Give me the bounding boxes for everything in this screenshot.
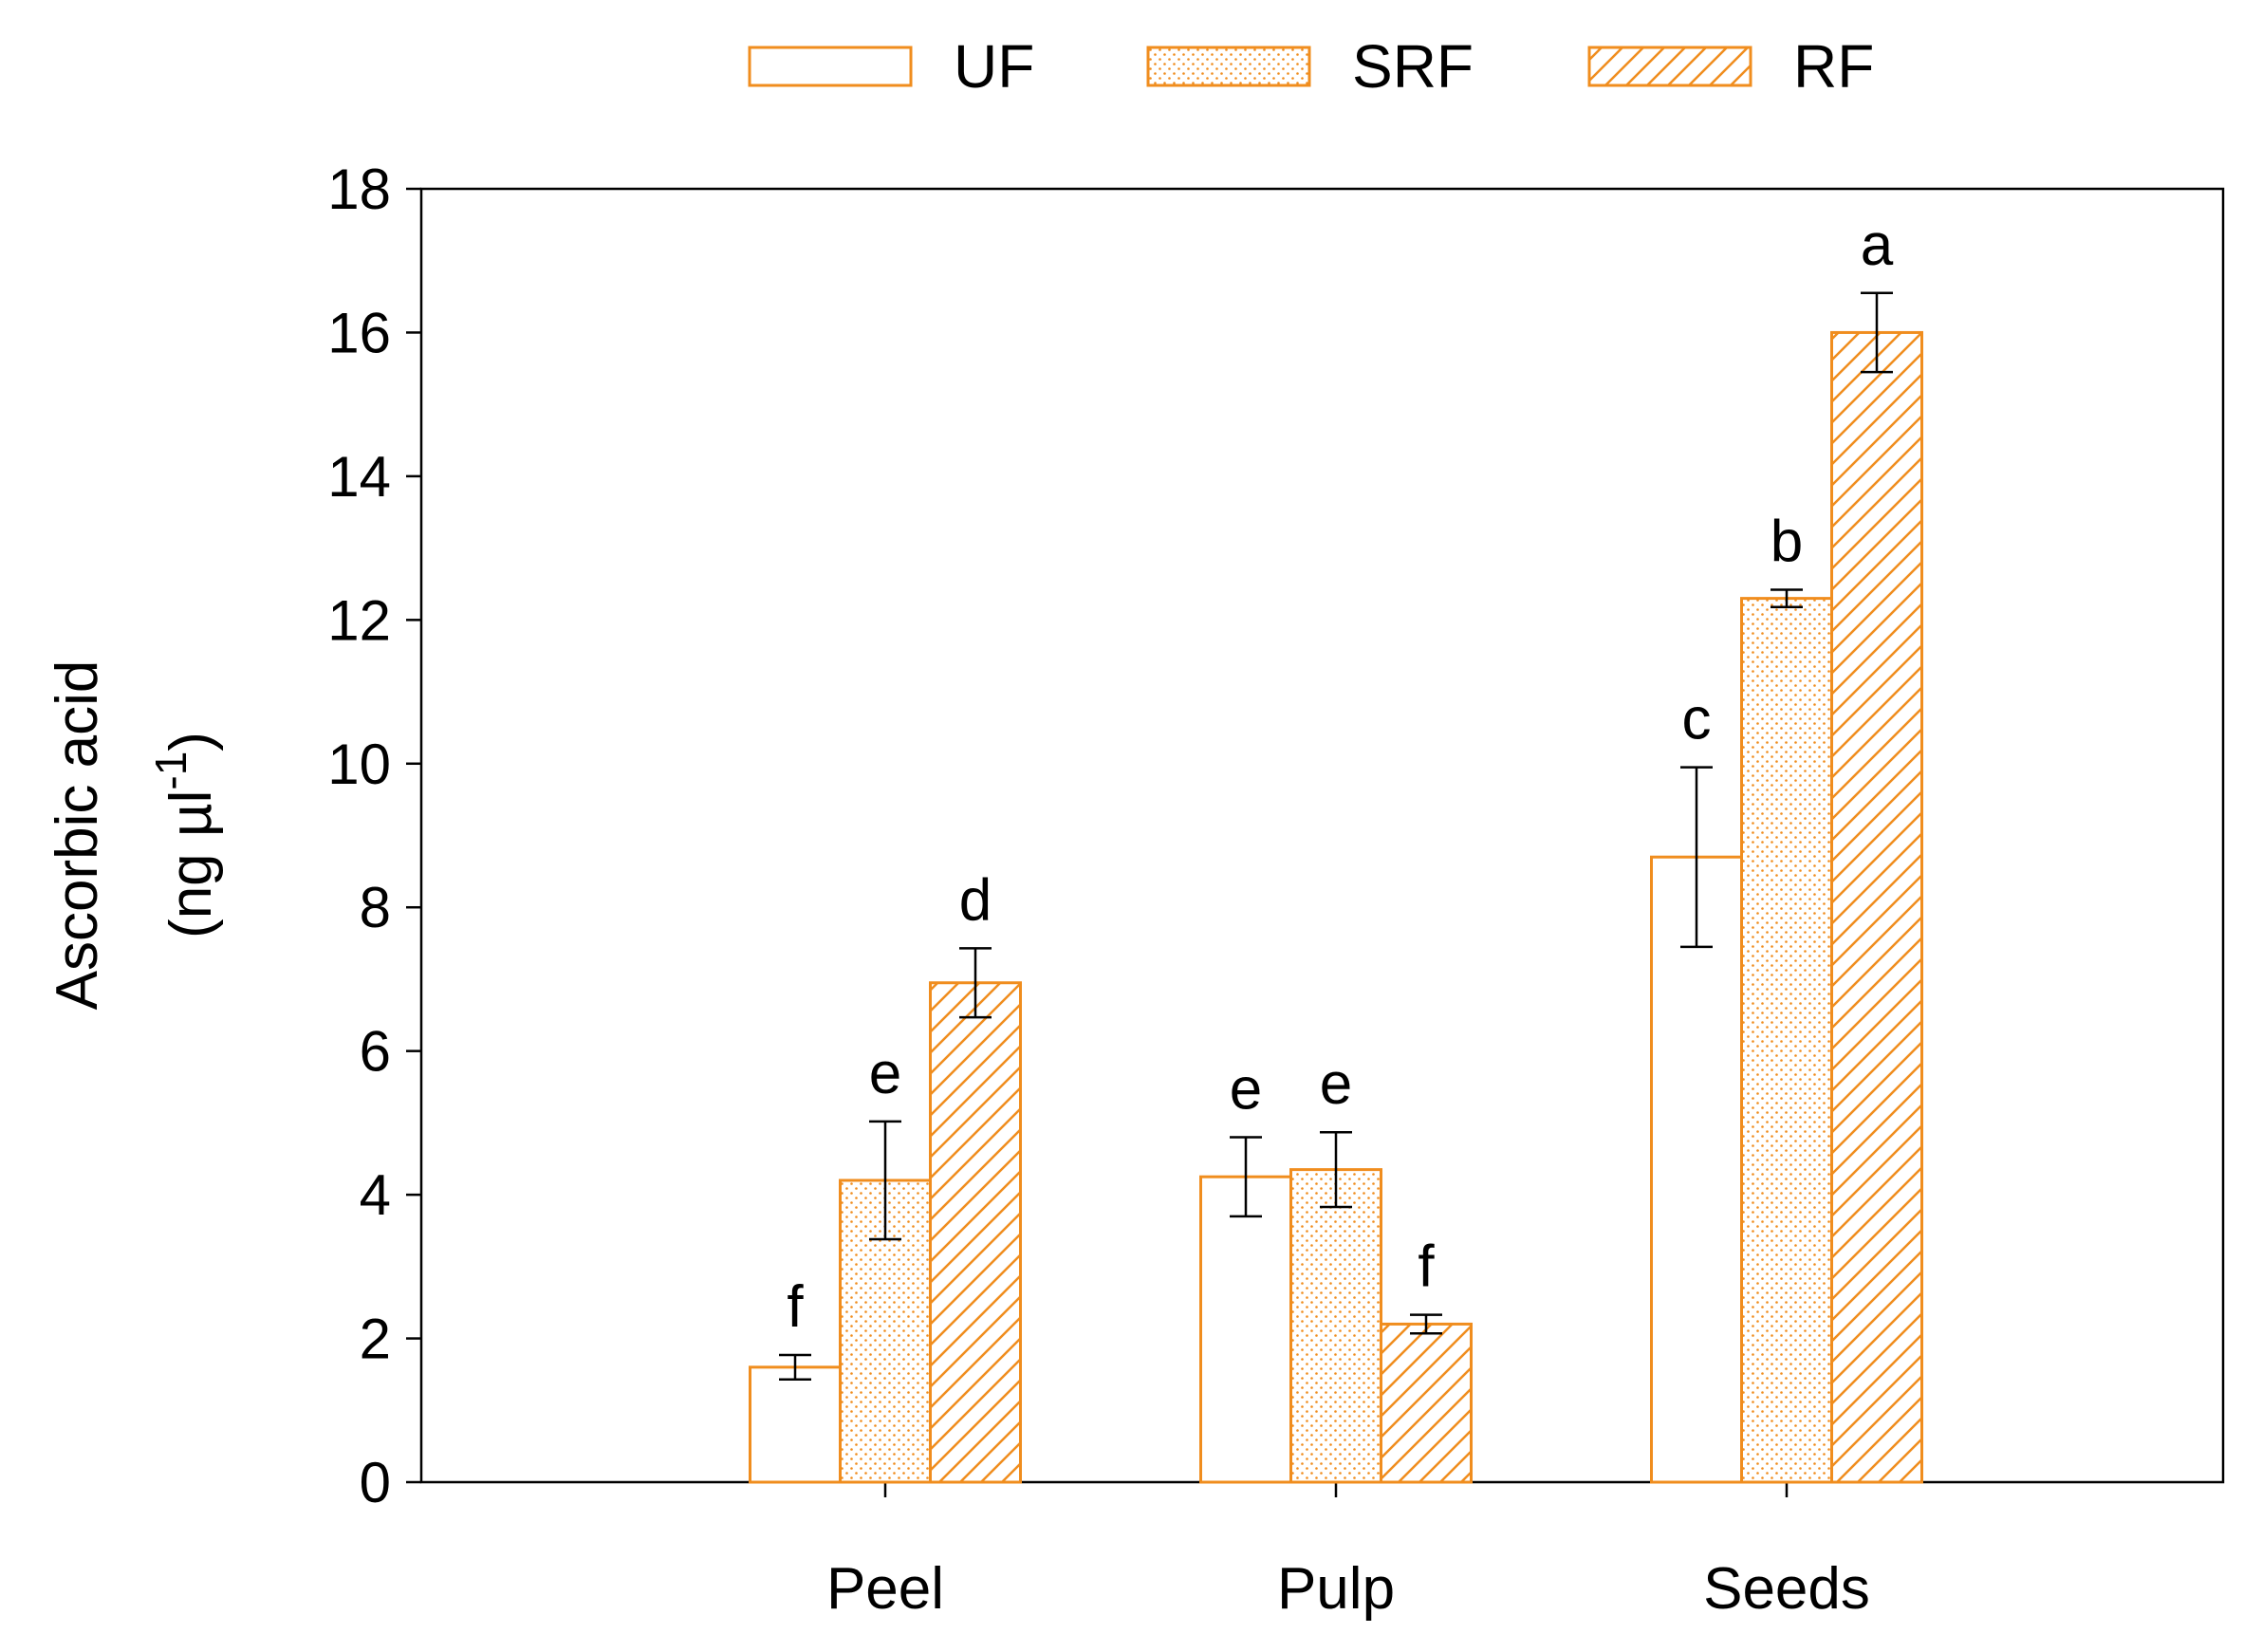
bar-srf-peel [839,1179,932,1484]
y-axis-unit-suffix: ) [158,732,224,752]
y-tick-label: 10 [327,733,391,796]
y-tick-label: 12 [327,588,391,652]
y-axis-label: Ascorbic acid (ng µl-1) [45,660,224,1011]
significance-label: d [959,867,992,933]
x-axis: Peel Pulp Seeds [826,1482,1870,1622]
y-axis-label-line1: Ascorbic acid [45,660,110,1011]
bar-rf-peel [929,981,1022,1484]
significance-label: e [1230,1057,1262,1123]
bar-srf-pulp [1289,1168,1382,1484]
y-tick-label: 14 [327,445,391,509]
legend-label-uf: UF [954,32,1034,101]
y-axis-unit-exponent: -1 [146,752,195,790]
bar-rf-seeds [1830,330,1923,1484]
bar-uf-seeds [1650,855,1743,1484]
x-tick-label-seeds: Seeds [1703,1556,1870,1622]
bar-uf-pulp [1199,1175,1292,1484]
y-tick-label: 6 [360,1020,391,1084]
significance-label: e [869,1041,901,1106]
y-tick-label: 16 [327,301,391,364]
y-tick-label: 18 [327,158,391,221]
legend-label-srf: SRF [1352,32,1474,101]
significance-label: c [1682,687,1712,752]
bar-srf-seeds [1740,597,1833,1484]
bar-uf-peel [749,1365,842,1484]
x-tick-label-peel: Peel [826,1556,944,1622]
significance-label: a [1861,213,1894,278]
legend-swatch-srf [1146,46,1311,87]
significance-label: e [1320,1051,1352,1117]
y-tick-label: 0 [360,1451,391,1514]
x-tick-label-pulp: Pulp [1277,1556,1395,1622]
significance-label: f [1418,1234,1435,1300]
y-tick-label: 2 [360,1308,391,1371]
legend-swatch-rf [1587,46,1752,87]
significance-label: f [787,1274,804,1340]
y-axis: 0 2 4 6 8 10 12 14 16 18 [327,158,421,1514]
significance-label: b [1771,510,1803,575]
legend-label-rf: RF [1793,32,1874,101]
bar-rf-pulp [1380,1322,1473,1484]
legend-swatch-uf [748,46,913,87]
y-axis-label-line2: (ng µl-1) [146,732,224,938]
y-tick-label: 4 [360,1163,391,1227]
y-axis-unit-prefix: (ng µl [158,790,224,938]
y-tick-label: 8 [360,876,391,939]
legend: UF SRF RF [748,32,1874,101]
